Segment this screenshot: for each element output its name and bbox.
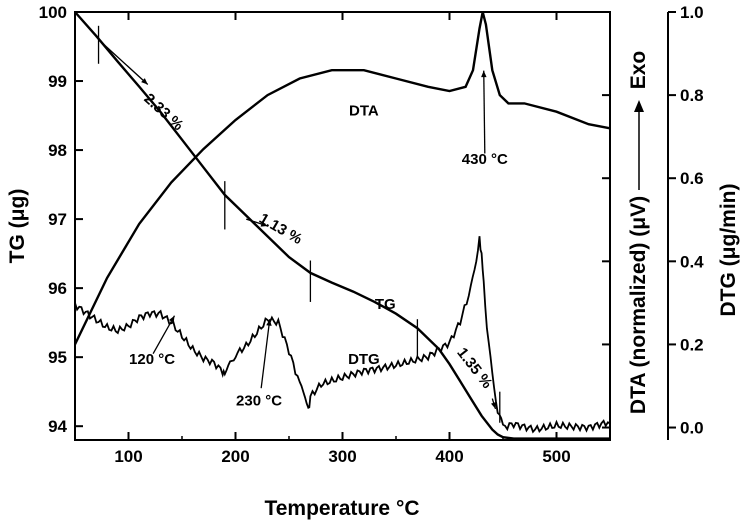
step2-arrow-head: [260, 221, 268, 227]
x-axis-title: Temperature °C: [264, 497, 419, 520]
exo-arrow-head: [634, 100, 644, 112]
y-right-dtg-axis-title: DTG (μg/min): [717, 184, 740, 317]
exo-label: Exo: [627, 51, 650, 90]
annotation-tg: TG: [375, 296, 396, 313]
y-right-tick-label: 0.6: [680, 169, 704, 188]
annotation-120-c: 120 °C: [129, 351, 175, 368]
annotation-430-c: 430 °C: [462, 151, 508, 168]
x-tick-label: 100: [114, 447, 142, 466]
dtg-peak1-arrow: [152, 315, 176, 355]
x-tick-label: 400: [435, 447, 463, 466]
x-tick-label: 200: [221, 447, 249, 466]
y-right-tick-label: 0.4: [680, 252, 704, 271]
step1-arrow: [98, 39, 149, 85]
y-left-tick-label: 95: [48, 348, 67, 367]
y-left-tick-label: 96: [48, 279, 67, 298]
y-left-tick-label: 100: [39, 3, 67, 22]
step3-arrow-head: [490, 401, 497, 409]
series-dtg-line: [74, 236, 611, 434]
y-right-dta-axis-title: DTA (normalized) (μV): [627, 196, 650, 414]
annotation-1-13: 1.13 %: [256, 210, 305, 248]
step1-arrow-head: [141, 78, 148, 85]
x-tick-label: 300: [328, 447, 356, 466]
series-tg-line: [74, 11, 610, 440]
y-left-tick-label: 94: [48, 417, 67, 436]
y-left-tick-label: 99: [48, 72, 67, 91]
series-dta-line: [73, 11, 611, 345]
annotation-2-33: 2.33 %: [141, 90, 187, 134]
annotation-dtg: DTG: [348, 351, 380, 368]
dtg-peak2-arrow-head: [266, 319, 272, 326]
dta-peak-arrow-head: [481, 70, 487, 78]
y-right-tick-label: 1.0: [680, 3, 704, 22]
y-right-tick-label: 0.8: [680, 86, 704, 105]
dtg-peak1-arrow-head: [168, 315, 175, 323]
annotation-230-c: 230 °C: [236, 392, 282, 409]
y-right-tick-label: 0.0: [680, 419, 704, 438]
y-left-axis-title: TG (μg): [6, 189, 29, 264]
plot-frame: [74, 11, 611, 441]
y-left-tick-label: 98: [48, 141, 67, 160]
y-left-tick-label: 97: [48, 210, 67, 229]
y-right-tick-label: 0.2: [680, 335, 704, 354]
dta-peak-arrow: [483, 70, 486, 154]
x-axis-unit: °C: [396, 497, 420, 520]
x-tick-label: 500: [542, 447, 570, 466]
dtg-peak2-arrow: [260, 319, 271, 389]
annotation-dta: DTA: [349, 103, 379, 120]
